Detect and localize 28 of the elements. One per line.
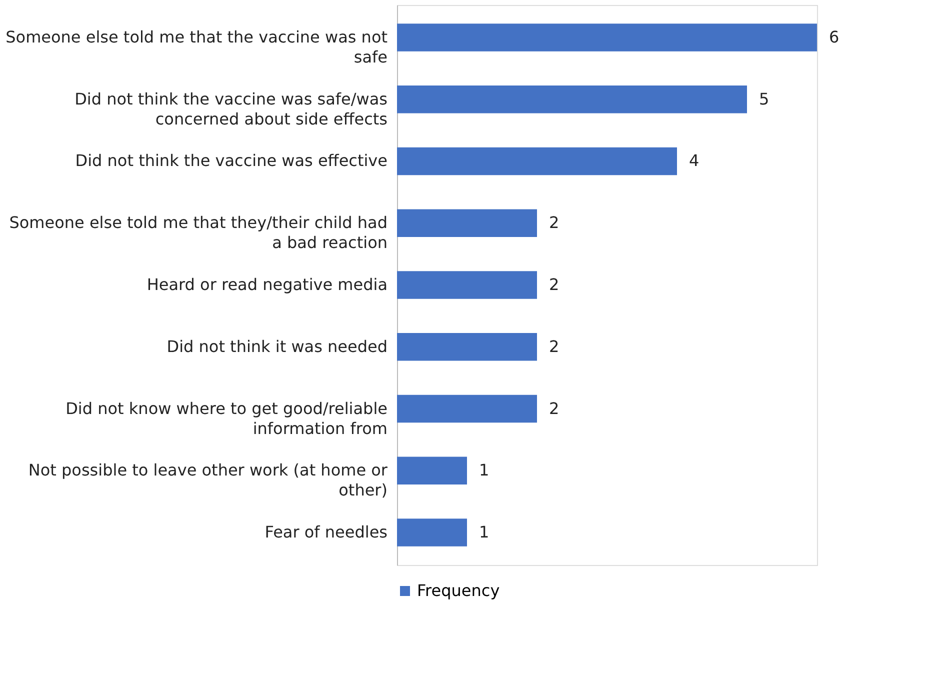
y-tick-label: Someone else told me that the vaccine was not safe	[6, 27, 388, 66]
data-label: 5	[759, 89, 770, 108]
y-tick-label: Did not think the vaccine was safe/was concerned about side effects	[74, 89, 388, 128]
bar	[397, 456, 467, 485]
data-label: 2	[549, 398, 560, 418]
bar	[397, 24, 817, 52]
data-label: 6	[829, 27, 840, 46]
data-label: 2	[549, 336, 560, 356]
bar	[397, 518, 467, 546]
bar	[397, 147, 677, 176]
data-label: 1	[479, 522, 490, 542]
bar	[397, 271, 537, 299]
y-tick-label: Did not think it was needed	[166, 336, 388, 356]
y-tick-label: Heard or read negative media	[146, 275, 388, 294]
data-label: 4	[689, 151, 700, 170]
data-label: 2	[549, 275, 560, 294]
y-tick-label: Someone else told me that they/their child had a bad reaction	[9, 213, 388, 252]
data-label: 1	[479, 460, 490, 480]
y-tick-label: Did not think the vaccine was effective	[75, 151, 388, 170]
legend-label: Frequency	[417, 581, 500, 600]
y-tick-label: Not possible to leave other work (at home or other)	[28, 460, 388, 500]
y-tick-label: Fear of needles	[264, 522, 388, 542]
data-label: 2	[549, 213, 560, 232]
bar	[397, 209, 537, 238]
y-tick-label: Did not know where to get good/reliable information from	[66, 398, 388, 438]
bar	[397, 332, 537, 361]
bar	[397, 85, 747, 114]
bar	[397, 394, 537, 423]
